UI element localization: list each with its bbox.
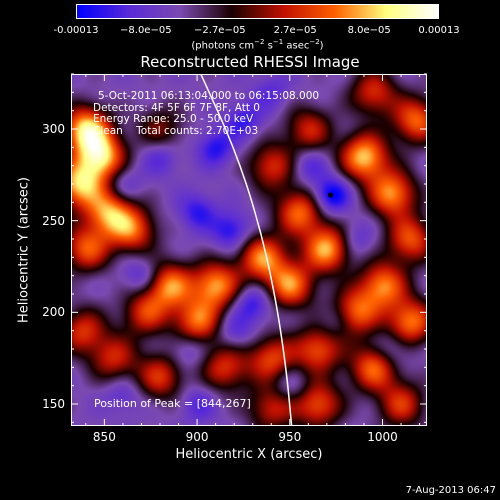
x-axis-label: Heliocentric X (arcsec) xyxy=(175,447,323,462)
colorbar-tick-label: 2.7e−05 xyxy=(273,25,317,36)
colorbar-tick-label: 8.0e−05 xyxy=(347,25,391,36)
axis-ticks xyxy=(71,73,427,426)
colorbar xyxy=(76,4,439,19)
chart-title: Reconstructed RHESSI Image xyxy=(140,53,360,71)
render-timestamp: 7-Aug-2013 06:47 xyxy=(405,485,496,496)
x-tick-label: 1000 xyxy=(367,430,398,444)
observation-annotations: 5-Oct-2011 06:13:04.000 to 06:15:08.000 … xyxy=(93,91,319,136)
solar-limb-line xyxy=(200,73,293,427)
colorbar-tick-label: -0.00013 xyxy=(53,25,99,36)
y-tick-label: 150 xyxy=(42,397,65,411)
annotation-clean-counts: Clean Total counts: 2.70E+03 xyxy=(93,124,259,137)
y-tick-label: 300 xyxy=(42,122,65,136)
colorbar-unit-label: (photons cm−2 s−1 asec−2) xyxy=(191,38,324,52)
peak-position-label: Position of Peak = [844,267] xyxy=(94,397,251,410)
heatmap-image xyxy=(71,74,427,426)
colorbar-tick-label: −8.0e−05 xyxy=(120,25,172,36)
annotation-detectors: Detectors: 4F 5F 6F 7F 8F, Att 0 xyxy=(93,101,260,114)
x-tick-label: 900 xyxy=(185,430,209,444)
annotation-energy-range: Energy Range: 25.0 - 50.0 keV xyxy=(93,113,254,125)
y-tick-label: 250 xyxy=(42,213,65,228)
plot-frame xyxy=(71,74,427,426)
y-tick-label: 200 xyxy=(42,305,65,320)
y-axis-label: Heliocentric Y (arcsec) xyxy=(16,177,32,323)
x-tick-label: 950 xyxy=(278,430,302,444)
colorbar-tick-label: 0.00013 xyxy=(418,25,460,36)
colorbar-tick-label: −2.7e−05 xyxy=(194,25,246,36)
x-tick-label: 850 xyxy=(92,430,116,444)
annotation-time-range: 5-Oct-2011 06:13:04.000 to 06:15:08.000 xyxy=(98,90,320,102)
